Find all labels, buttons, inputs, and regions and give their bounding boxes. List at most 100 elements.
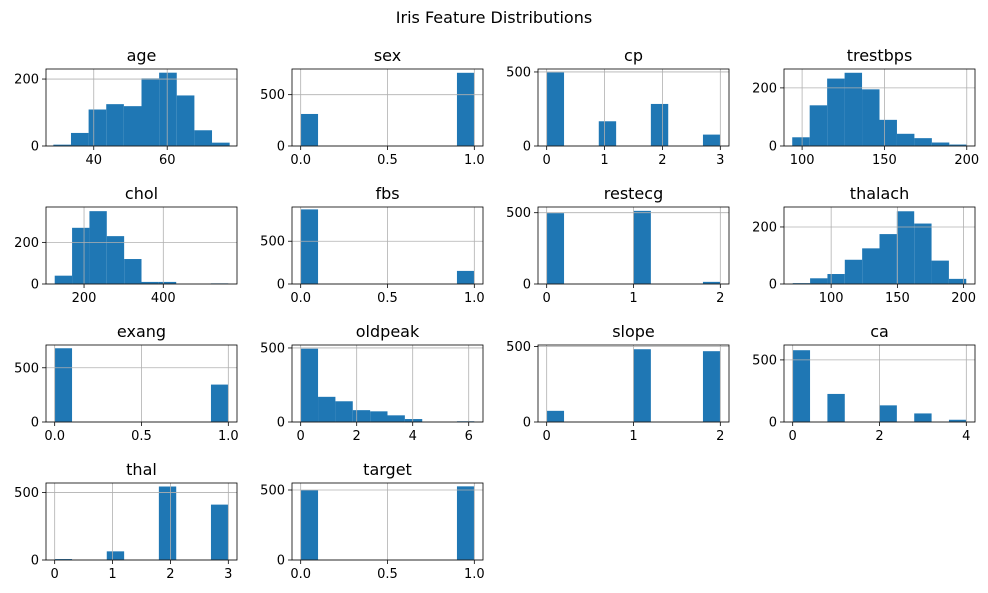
x-tick-label: 2 bbox=[353, 429, 361, 444]
histogram-bar bbox=[896, 211, 915, 284]
histogram-bar bbox=[176, 95, 195, 146]
x-tick-label: 3 bbox=[224, 567, 232, 582]
histogram-bar bbox=[862, 89, 880, 146]
histogram-bar bbox=[72, 227, 90, 284]
axes-frame bbox=[783, 344, 976, 423]
axes-frame bbox=[783, 206, 976, 285]
histogram-bar bbox=[702, 281, 721, 284]
histogram-bar bbox=[546, 213, 565, 284]
x-tick-label: 1 bbox=[600, 153, 608, 168]
histogram-bar bbox=[792, 283, 811, 284]
y-tick-label: 500 bbox=[752, 353, 777, 368]
histogram-bar bbox=[158, 486, 177, 560]
histogram-bar bbox=[159, 72, 177, 146]
subplot-age: age 40 60 0 200 bbox=[14, 46, 238, 168]
histogram-bar bbox=[124, 259, 142, 284]
axes-frame bbox=[537, 68, 730, 147]
x-tick-label: 6 bbox=[465, 429, 473, 444]
histogram-bar bbox=[352, 410, 371, 422]
figure-title: Iris Feature Distributions bbox=[396, 8, 592, 27]
x-tick-label: 2 bbox=[716, 291, 724, 306]
subplot-title: restecg bbox=[604, 184, 663, 203]
y-tick-label: 500 bbox=[260, 88, 285, 103]
y-tick-label: 500 bbox=[506, 340, 531, 355]
histogram-bar bbox=[896, 133, 915, 146]
histogram-bar bbox=[300, 209, 319, 284]
x-tick-label: 1 bbox=[629, 291, 637, 306]
axes-frame bbox=[537, 344, 730, 423]
histogram-bar bbox=[879, 119, 897, 146]
histogram-bar bbox=[633, 210, 651, 284]
histogram-bar bbox=[106, 104, 124, 146]
histogram-bar bbox=[546, 72, 565, 146]
histogram-bar bbox=[633, 349, 651, 422]
y-tick-label: 0 bbox=[31, 140, 39, 155]
histogram-bar bbox=[123, 106, 142, 146]
x-tick-label: 2 bbox=[875, 429, 883, 444]
x-tick-label: 2 bbox=[658, 153, 666, 168]
histogram-bar bbox=[106, 551, 125, 560]
subplot-title: cp bbox=[624, 46, 643, 65]
axes-frame bbox=[291, 344, 484, 423]
subplot-ca: ca 0 2 4 0 500 bbox=[752, 322, 976, 444]
subplot-title: fbs bbox=[375, 184, 399, 203]
histogram-bar bbox=[54, 348, 73, 422]
x-tick-label: 150 bbox=[885, 291, 910, 306]
y-tick-label: 200 bbox=[752, 81, 777, 96]
x-tick-label: 1.0 bbox=[464, 567, 485, 582]
histogram-bar bbox=[914, 223, 932, 284]
subplot-fbs: fbs 0.0 0.5 1.0 0 500 bbox=[260, 184, 484, 306]
histogram-bar bbox=[106, 236, 125, 284]
y-tick-label: 500 bbox=[506, 65, 531, 80]
x-tick-label: 0.5 bbox=[377, 291, 398, 306]
histogram-bar bbox=[141, 78, 160, 146]
histogram-bar bbox=[879, 405, 897, 422]
histogram-bar bbox=[456, 486, 475, 560]
histogram-bar bbox=[598, 121, 617, 146]
histogram-bar bbox=[54, 559, 73, 560]
y-tick-label: 500 bbox=[260, 341, 285, 356]
histogram-bar bbox=[210, 384, 229, 422]
histogram-bar bbox=[212, 142, 230, 146]
axes-frame bbox=[45, 68, 238, 147]
x-tick-label: 3 bbox=[716, 153, 724, 168]
x-tick-label: 60 bbox=[159, 153, 176, 168]
subplot-title: thalach bbox=[850, 184, 909, 203]
y-tick-label: 0 bbox=[523, 140, 531, 155]
subplot-exang: exang 0.0 0.5 1.0 0 500 bbox=[14, 322, 238, 444]
axes-frame bbox=[45, 482, 238, 561]
histogram-bar bbox=[827, 78, 845, 146]
subplot-trestbps: trestbps 100 150 200 0 200 bbox=[752, 46, 979, 168]
y-tick-label: 0 bbox=[277, 416, 285, 431]
x-tick-label: 2 bbox=[166, 567, 174, 582]
histogram-bar bbox=[702, 351, 721, 422]
histogram-bar bbox=[792, 137, 810, 146]
histogram-bar bbox=[456, 72, 475, 146]
histogram-bar bbox=[158, 281, 177, 284]
subplot-title: trestbps bbox=[847, 46, 913, 65]
subplot-thalach: thalach 100 150 200 0 200 bbox=[752, 184, 976, 306]
y-tick-label: 200 bbox=[14, 236, 39, 251]
subplot-title: sex bbox=[374, 46, 401, 65]
subplot-title: thal bbox=[126, 460, 157, 479]
histogram-bar bbox=[650, 103, 669, 146]
axes-frame bbox=[291, 68, 484, 147]
y-tick-label: 0 bbox=[277, 278, 285, 293]
x-tick-label: 0.5 bbox=[131, 429, 152, 444]
histogram-bar bbox=[809, 105, 828, 146]
subplot-title: ca bbox=[870, 322, 889, 341]
x-tick-label: 0 bbox=[51, 567, 59, 582]
histogram-bar bbox=[300, 490, 319, 560]
y-tick-label: 0 bbox=[523, 416, 531, 431]
axes-frame bbox=[537, 206, 730, 285]
x-tick-label: 0.0 bbox=[290, 567, 311, 582]
y-tick-label: 0 bbox=[769, 416, 777, 431]
histogram-bar bbox=[54, 275, 73, 284]
histogram-bar bbox=[702, 134, 721, 146]
x-tick-label: 1.0 bbox=[464, 153, 485, 168]
x-tick-label: 0 bbox=[543, 429, 551, 444]
histogram-bar bbox=[210, 504, 229, 560]
x-tick-label: 0 bbox=[297, 429, 305, 444]
subplot-title: oldpeak bbox=[356, 322, 420, 341]
